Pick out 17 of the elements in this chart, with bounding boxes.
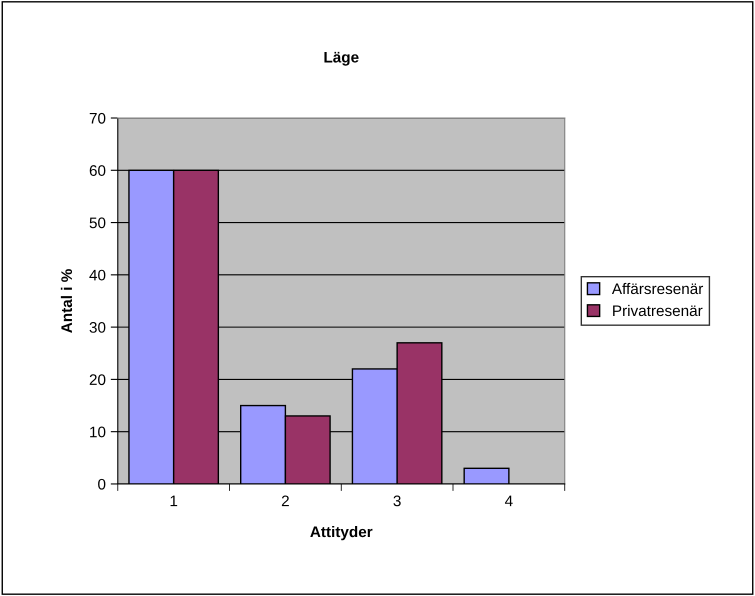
y-tick-label: 0 [98,478,106,490]
x-tick-label: 2 [282,495,289,506]
legend-label: Affärsresenär [612,282,704,294]
y-tick-label: 20 [90,374,106,386]
x-tick-label: 4 [504,496,513,506]
y-tick-label: 30 [90,322,106,333]
y-tick-label: 40 [89,270,106,281]
y-tick-label: 50 [90,217,106,228]
y-tick-label: 10 [90,426,106,438]
y-tick-label: 60 [90,165,106,176]
x-tick-label: 1 [170,496,178,506]
x-tick-label: 3 [393,495,401,506]
x-axis-title: Attityder [310,526,372,540]
chart-title: Läge [324,52,359,66]
y-tick-label: 70 [90,112,106,124]
legend-label: Privatresenär [613,304,702,316]
y-axis-title: Antal i % [60,269,72,333]
